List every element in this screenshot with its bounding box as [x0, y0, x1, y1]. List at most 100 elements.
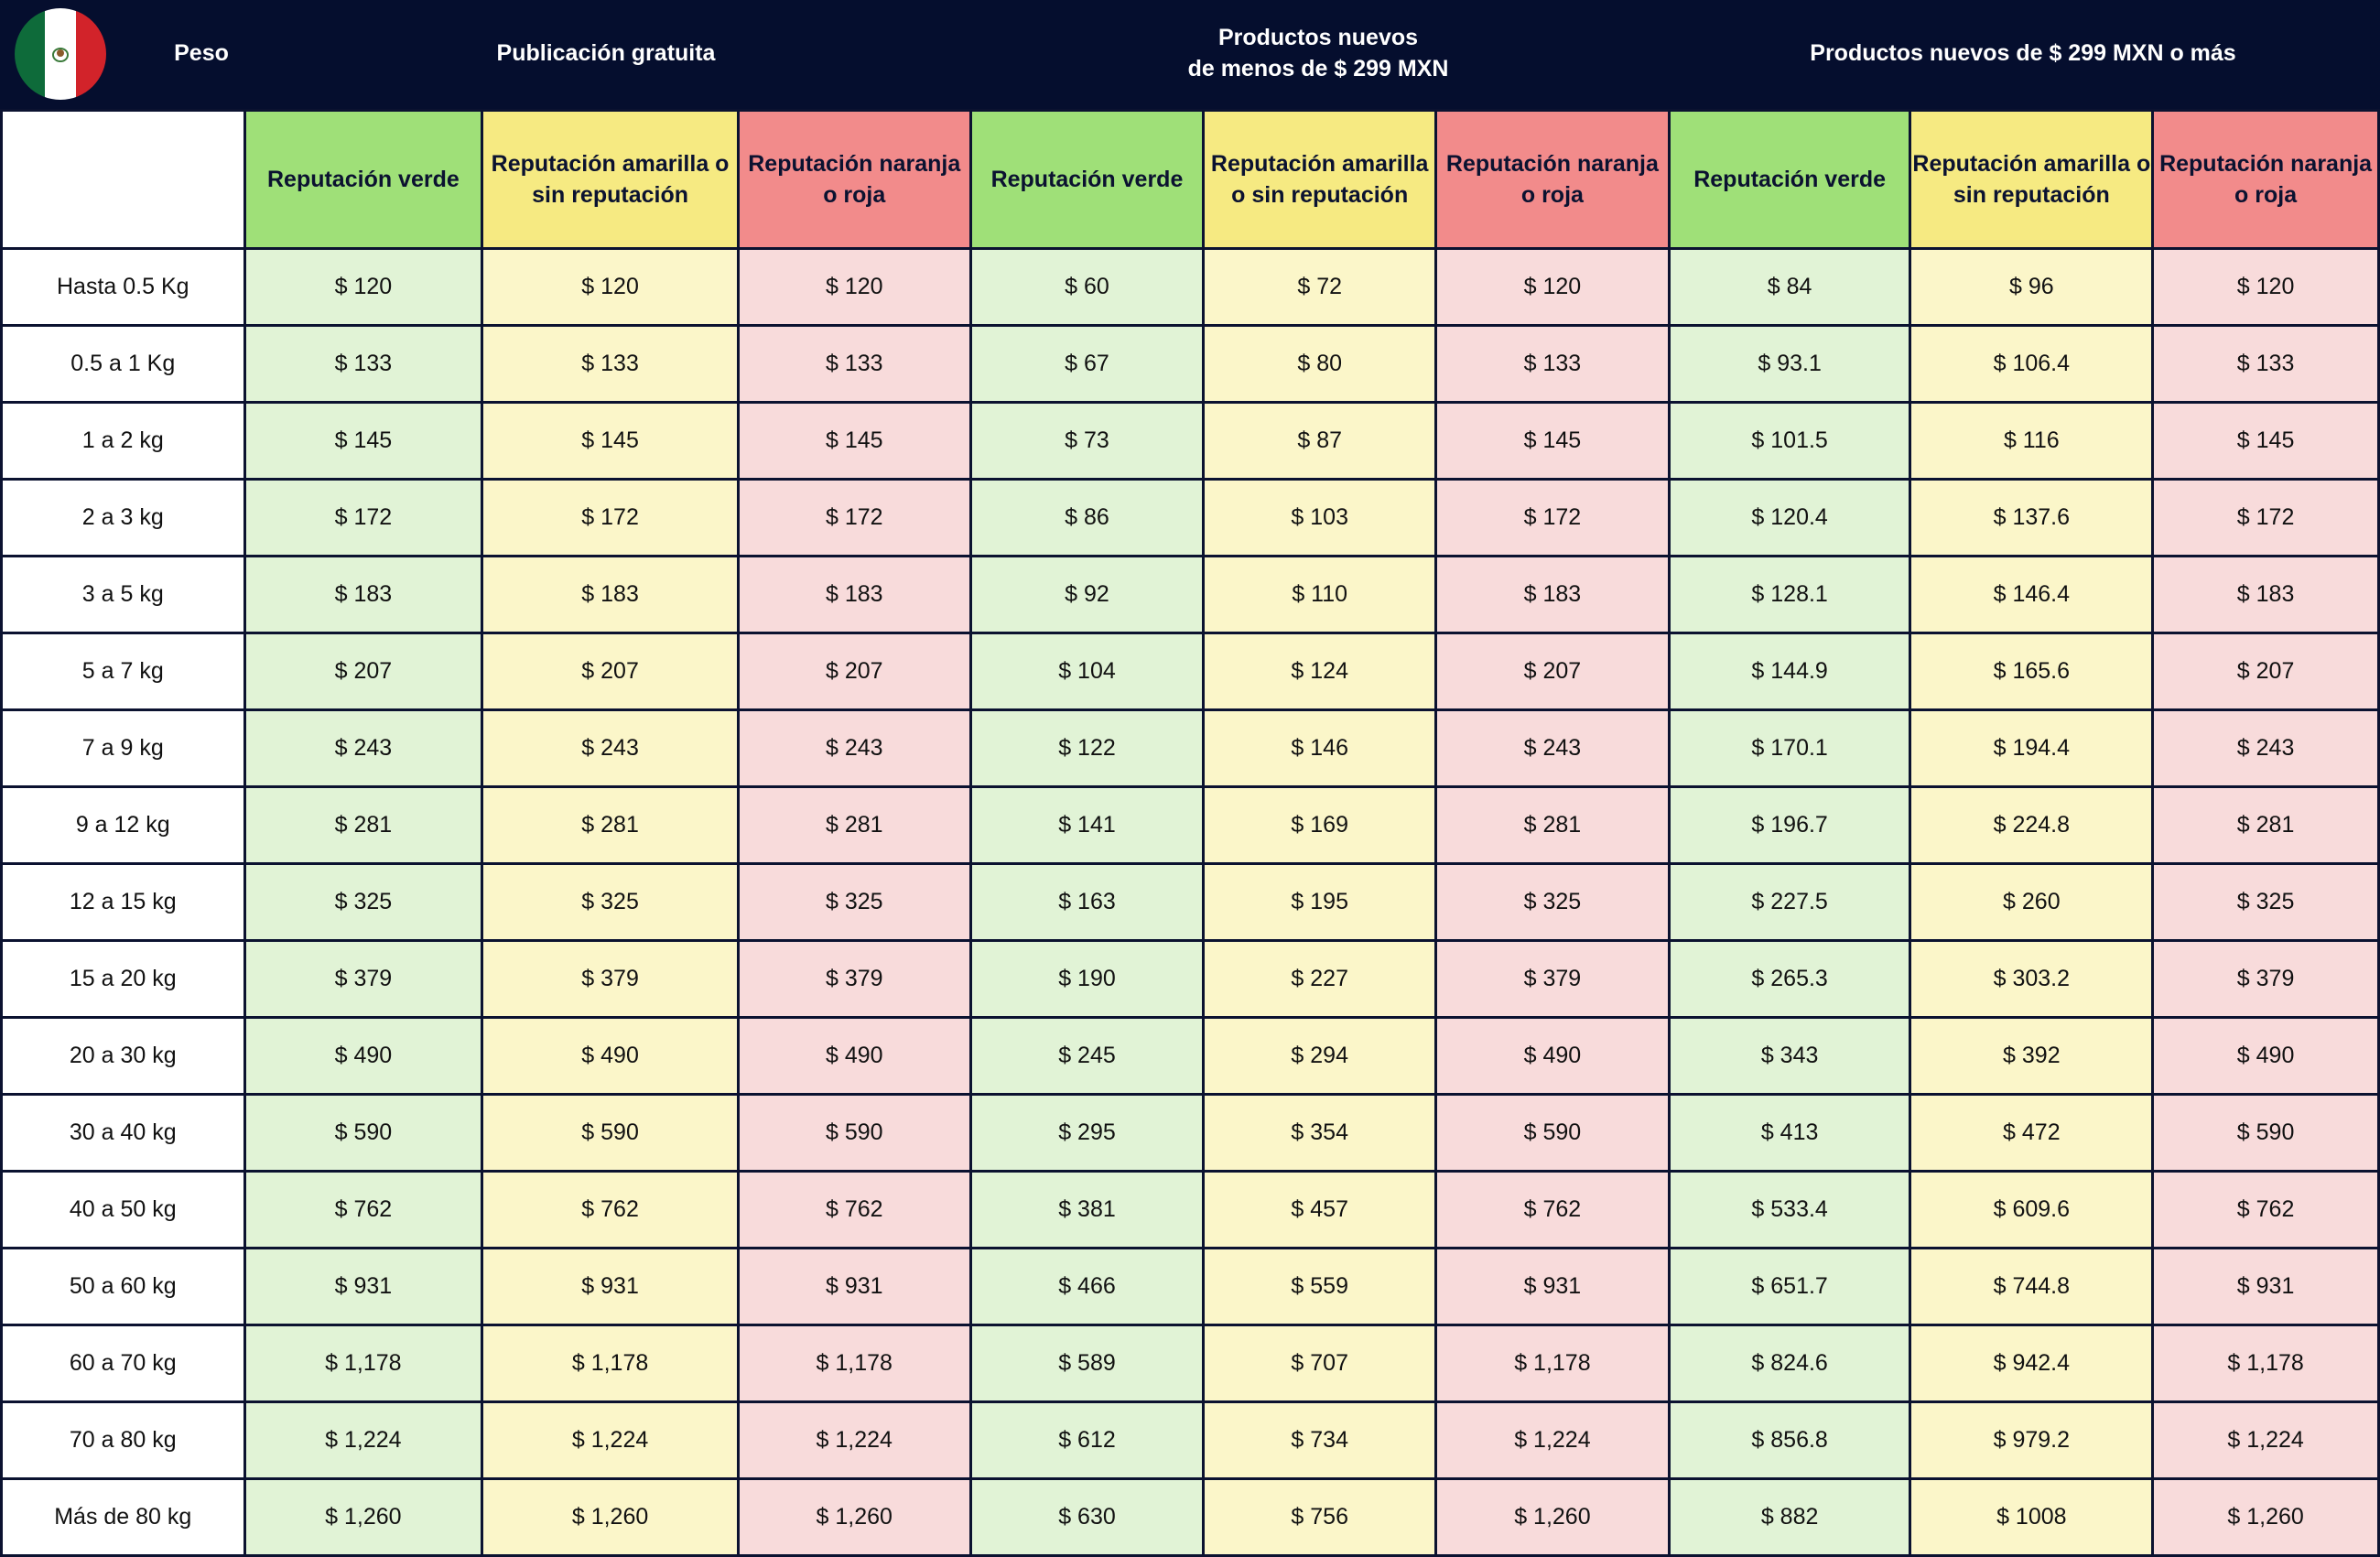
price-cell: $ 207: [736, 632, 972, 711]
price-cell: $ 1,178: [481, 1324, 740, 1403]
price-cell: $ 762: [1434, 1170, 1671, 1249]
price-cell: $ 265.3: [1667, 939, 1912, 1019]
price-cell: $ 1,224: [2151, 1400, 2380, 1480]
column-header: Reputación naranja o roja: [1434, 109, 1671, 250]
price-cell: $ 170.1: [1667, 708, 1912, 788]
price-cell: $ 590: [2151, 1093, 2380, 1173]
price-cell: $ 92: [968, 555, 1206, 634]
price-cell: $ 756: [1202, 1477, 1438, 1557]
price-cell: $ 243: [1434, 708, 1671, 788]
price-cell: $ 490: [2151, 1016, 2380, 1096]
price-cell: $ 243: [243, 708, 484, 788]
eagle-emblem-icon: [52, 48, 70, 62]
price-cell: $ 590: [481, 1093, 740, 1173]
weight-cell: 50 a 60 kg: [0, 1247, 246, 1326]
table-row: 12 a 15 kg $ 325 $ 325 $ 325 $ 163 $ 195 $ 325…: [0, 862, 2380, 942]
table-row: Más de 80 kg $ 1,260 $ 1,260 $ 1,260 $ 630 $ …: [0, 1477, 2380, 1557]
productos-menos-299-line1: Productos nuevos: [1217, 25, 1419, 50]
price-cell: $ 303.2: [1909, 939, 2155, 1019]
price-cell: $ 120: [2151, 247, 2380, 327]
price-cell: $ 325: [2151, 862, 2380, 942]
price-cell: $ 172: [243, 478, 484, 557]
column-header-row: Reputación verde Reputación amarilla o s…: [0, 109, 2380, 250]
weight-cell: 12 a 15 kg: [0, 862, 246, 942]
price-cell: $ 101.5: [1667, 401, 1912, 481]
price-cell: $ 145: [1434, 401, 1671, 481]
price-cell: $ 466: [968, 1247, 1206, 1326]
price-cell: $ 224.8: [1909, 785, 2155, 865]
price-cell: $ 762: [736, 1170, 972, 1249]
header-bar: Peso Publicación gratuita Productos nuev…: [0, 0, 2380, 109]
price-cell: $ 137.6: [1909, 478, 2155, 557]
price-cell: $ 207: [2151, 632, 2380, 711]
column-header: Reputación verde: [243, 109, 484, 250]
weight-cell: 5 a 7 kg: [0, 632, 246, 711]
price-cell: $ 110: [1202, 555, 1438, 634]
price-cell: $ 559: [1202, 1247, 1438, 1326]
weight-cell: 20 a 30 kg: [0, 1016, 246, 1096]
table-row: 0.5 a 1 Kg $ 133 $ 133 $ 133 $ 67 $ 80 $ 133 $ …: [0, 324, 2380, 404]
weight-cell: 60 a 70 kg: [0, 1324, 246, 1403]
table-row: 15 a 20 kg $ 379 $ 379 $ 379 $ 190 $ 227 $ 379…: [0, 939, 2380, 1019]
price-cell: $ 379: [481, 939, 740, 1019]
price-cell: $ 120: [243, 247, 484, 327]
price-cell: $ 490: [1434, 1016, 1671, 1096]
price-cell: $ 133: [1434, 324, 1671, 404]
table-row: 9 a 12 kg $ 281 $ 281 $ 281 $ 141 $ 169 $ 281 $…: [0, 785, 2380, 865]
price-cell: $ 128.1: [1667, 555, 1912, 634]
publicacion-gratuita-header: Publicación gratuita: [496, 40, 716, 66]
productos-menos-299-line2: de menos de $ 299 MXN: [1187, 56, 1449, 81]
price-cell: $ 325: [481, 862, 740, 942]
price-cell: $ 651.7: [1667, 1247, 1912, 1326]
price-cell: $ 392: [1909, 1016, 2155, 1096]
column-header: Reputación amarilla o sin reputación: [1202, 109, 1438, 250]
productos-mas-299-header: Productos nuevos de $ 299 MXN o más: [1810, 40, 2236, 66]
price-cell: $ 630: [968, 1477, 1206, 1557]
price-cell: $ 381: [968, 1170, 1206, 1249]
price-cell: $ 533.4: [1667, 1170, 1912, 1249]
price-cell: $ 457: [1202, 1170, 1438, 1249]
price-cell: $ 762: [481, 1170, 740, 1249]
price-cell: $ 183: [481, 555, 740, 634]
price-cell: $ 163: [968, 862, 1206, 942]
price-cell: $ 172: [1434, 478, 1671, 557]
price-cell: $ 84: [1667, 247, 1912, 327]
price-cell: $ 145: [481, 401, 740, 481]
price-cell: $ 1,178: [2151, 1324, 2380, 1403]
price-cell: $ 931: [2151, 1247, 2380, 1326]
price-cell: $ 612: [968, 1400, 1206, 1480]
price-cell: $ 196.7: [1667, 785, 1912, 865]
price-cell: $ 207: [1434, 632, 1671, 711]
price-cell: $ 133: [243, 324, 484, 404]
column-header: Reputación verde: [1667, 109, 1912, 250]
price-cell: $ 207: [243, 632, 484, 711]
price-cell: $ 172: [736, 478, 972, 557]
price-cell: $ 133: [2151, 324, 2380, 404]
price-cell: $ 1,260: [481, 1477, 740, 1557]
price-cell: $ 379: [1434, 939, 1671, 1019]
price-cell: $ 325: [1434, 862, 1671, 942]
price-cell: $ 86: [968, 478, 1206, 557]
table-row: 60 a 70 kg $ 1,178 $ 1,178 $ 1,178 $ 589 $ 70…: [0, 1324, 2380, 1403]
price-cell: $ 183: [2151, 555, 2380, 634]
price-cell: $ 227: [1202, 939, 1438, 1019]
price-cell: $ 472: [1909, 1093, 2155, 1173]
price-cell: $ 979.2: [1909, 1400, 2155, 1480]
price-cell: $ 133: [736, 324, 972, 404]
price-cell: $ 281: [736, 785, 972, 865]
price-cell: $ 260: [1909, 862, 2155, 942]
price-cell: $ 609.6: [1909, 1170, 2155, 1249]
price-cell: $ 856.8: [1667, 1400, 1912, 1480]
price-cell: $ 116: [1909, 401, 2155, 481]
table-row: Hasta 0.5 Kg $ 120 $ 120 $ 120 $ 60 $ 72 $ 120…: [0, 247, 2380, 327]
price-cell: $ 60: [968, 247, 1206, 327]
weight-cell: 9 a 12 kg: [0, 785, 246, 865]
price-cell: $ 183: [243, 555, 484, 634]
price-cell: $ 87: [1202, 401, 1438, 481]
table-row: 5 a 7 kg $ 207 $ 207 $ 207 $ 104 $ 124 $ 207 $ …: [0, 632, 2380, 711]
price-cell: $ 133: [481, 324, 740, 404]
price-cell: $ 227.5: [1667, 862, 1912, 942]
price-cell: $ 72: [1202, 247, 1438, 327]
price-cell: $ 590: [243, 1093, 484, 1173]
